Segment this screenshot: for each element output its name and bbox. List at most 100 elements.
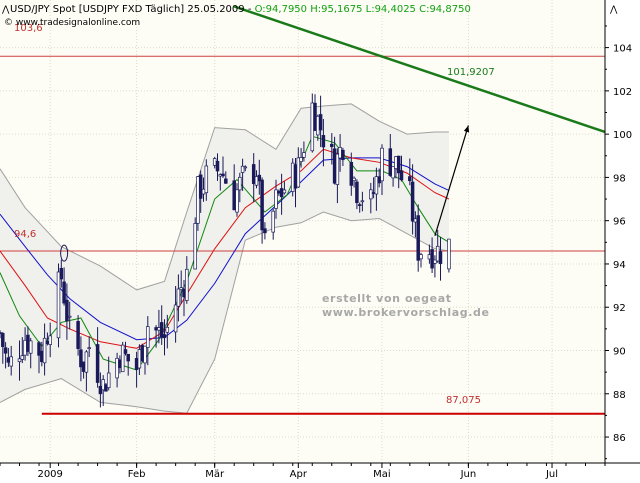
candle-body bbox=[182, 288, 186, 298]
candle-body bbox=[45, 340, 50, 345]
highlight-ellipse bbox=[60, 244, 69, 262]
candle-body bbox=[198, 174, 203, 199]
candle-body bbox=[95, 344, 100, 383]
candle-body bbox=[123, 349, 128, 354]
candle-body bbox=[146, 326, 150, 348]
candle-body bbox=[17, 358, 22, 363]
candle-body bbox=[98, 385, 103, 395]
level-label-top: 103,6 bbox=[14, 23, 43, 34]
candle-body bbox=[293, 164, 298, 189]
candle-body bbox=[447, 238, 451, 270]
candle-body bbox=[67, 315, 72, 318]
candle-body bbox=[185, 268, 189, 301]
y-tick-label: 88 bbox=[613, 390, 626, 401]
candle-body bbox=[254, 176, 259, 186]
band-lower-line bbox=[0, 211, 449, 414]
candle-body bbox=[201, 188, 206, 195]
candle-body bbox=[313, 102, 317, 131]
candle-body bbox=[62, 281, 66, 304]
watermark-line-2: www.brokervorschlag.de bbox=[322, 306, 490, 319]
candle-body bbox=[120, 344, 125, 373]
candle-body bbox=[193, 223, 197, 270]
candle-body bbox=[59, 267, 64, 280]
y-tick-label: 104 bbox=[613, 44, 632, 55]
y-tick-label: 100 bbox=[613, 130, 632, 141]
candle-body bbox=[349, 161, 354, 186]
candle-body bbox=[302, 152, 306, 158]
candle-body bbox=[360, 200, 365, 203]
candle-body bbox=[318, 114, 323, 131]
copyright-text: © www.tradesignalonline.com bbox=[4, 18, 140, 28]
candle-body bbox=[410, 181, 415, 222]
candle-body bbox=[3, 347, 8, 354]
candle-body bbox=[115, 357, 119, 379]
candle-body bbox=[118, 359, 122, 369]
y-tick-label: 90 bbox=[613, 346, 626, 357]
candle-body bbox=[435, 245, 440, 262]
ohlc-values: O:94,7950 H:95,1675 L:94,4025 C:94,8750 bbox=[255, 4, 471, 15]
candle-body bbox=[391, 166, 395, 179]
trend-line-label: 101,9207 bbox=[447, 67, 495, 78]
candle-body bbox=[257, 174, 262, 182]
candle-body bbox=[48, 335, 52, 345]
x-tick-label: 2009 bbox=[37, 469, 62, 480]
candle-body bbox=[396, 155, 401, 174]
candle-body bbox=[330, 143, 334, 148]
x-tick-label: Feb bbox=[128, 469, 146, 480]
candle-body bbox=[23, 339, 27, 356]
candle-body bbox=[299, 157, 303, 162]
candle-body bbox=[251, 164, 256, 184]
y-tick-label: 86 bbox=[613, 433, 626, 444]
candle-body bbox=[65, 299, 69, 322]
candle-body bbox=[42, 337, 47, 364]
x-tick-label: Apr bbox=[290, 469, 308, 480]
candle-body bbox=[224, 178, 228, 184]
band-upper-line bbox=[0, 103, 449, 291]
candle-body bbox=[104, 384, 108, 392]
y-tick-label: 94 bbox=[613, 260, 626, 271]
candle-body bbox=[196, 176, 200, 224]
scroll-icon: ⋀ bbox=[609, 5, 618, 15]
candle-body bbox=[235, 189, 239, 213]
arrow-line bbox=[434, 125, 469, 237]
candle-body bbox=[157, 327, 161, 331]
candle-body bbox=[371, 192, 376, 194]
candle-body bbox=[176, 288, 181, 307]
candle-body bbox=[84, 351, 89, 373]
candle-body bbox=[140, 345, 144, 362]
candle-body bbox=[374, 176, 379, 195]
candle-body bbox=[56, 271, 61, 339]
y-tick-label: 96 bbox=[613, 217, 626, 228]
candle-body bbox=[137, 349, 142, 369]
level-label-bottom: 87,075 bbox=[446, 395, 481, 406]
scroll-up-icon[interactable]: ⋀ bbox=[1, 5, 10, 15]
candle-body bbox=[204, 165, 209, 194]
candle-body bbox=[282, 189, 287, 194]
candle-body bbox=[238, 176, 242, 191]
candle-body bbox=[369, 189, 373, 200]
candle-body bbox=[243, 166, 248, 169]
candle-body bbox=[162, 334, 167, 338]
candle-body bbox=[240, 165, 245, 173]
watermark-line-1: erstellt von oegeat bbox=[322, 292, 452, 305]
candle-body bbox=[419, 254, 423, 260]
candle-body bbox=[126, 353, 130, 362]
candle-body bbox=[316, 115, 320, 136]
horizontal-levels bbox=[0, 55, 605, 415]
candle-body bbox=[232, 180, 236, 211]
candle-body bbox=[81, 361, 86, 372]
candle-body bbox=[438, 251, 443, 264]
candle-body bbox=[76, 321, 80, 349]
candle-body bbox=[380, 147, 384, 182]
candle-body bbox=[26, 334, 30, 352]
chart-title: USD/JPY Spot [USDJPY FXD Täglich] 25.05.… bbox=[10, 4, 255, 15]
candle-body bbox=[79, 349, 83, 368]
candle-body bbox=[338, 147, 342, 159]
grid bbox=[0, 0, 605, 463]
candle-body bbox=[290, 162, 295, 192]
candle-body bbox=[321, 135, 326, 148]
candle-body bbox=[154, 327, 158, 331]
svg-text:USD/JPY Spot [USDJPY FXD Tägl: USD/JPY Spot [USDJPY FXD Täglich] 25.05.… bbox=[10, 4, 471, 15]
